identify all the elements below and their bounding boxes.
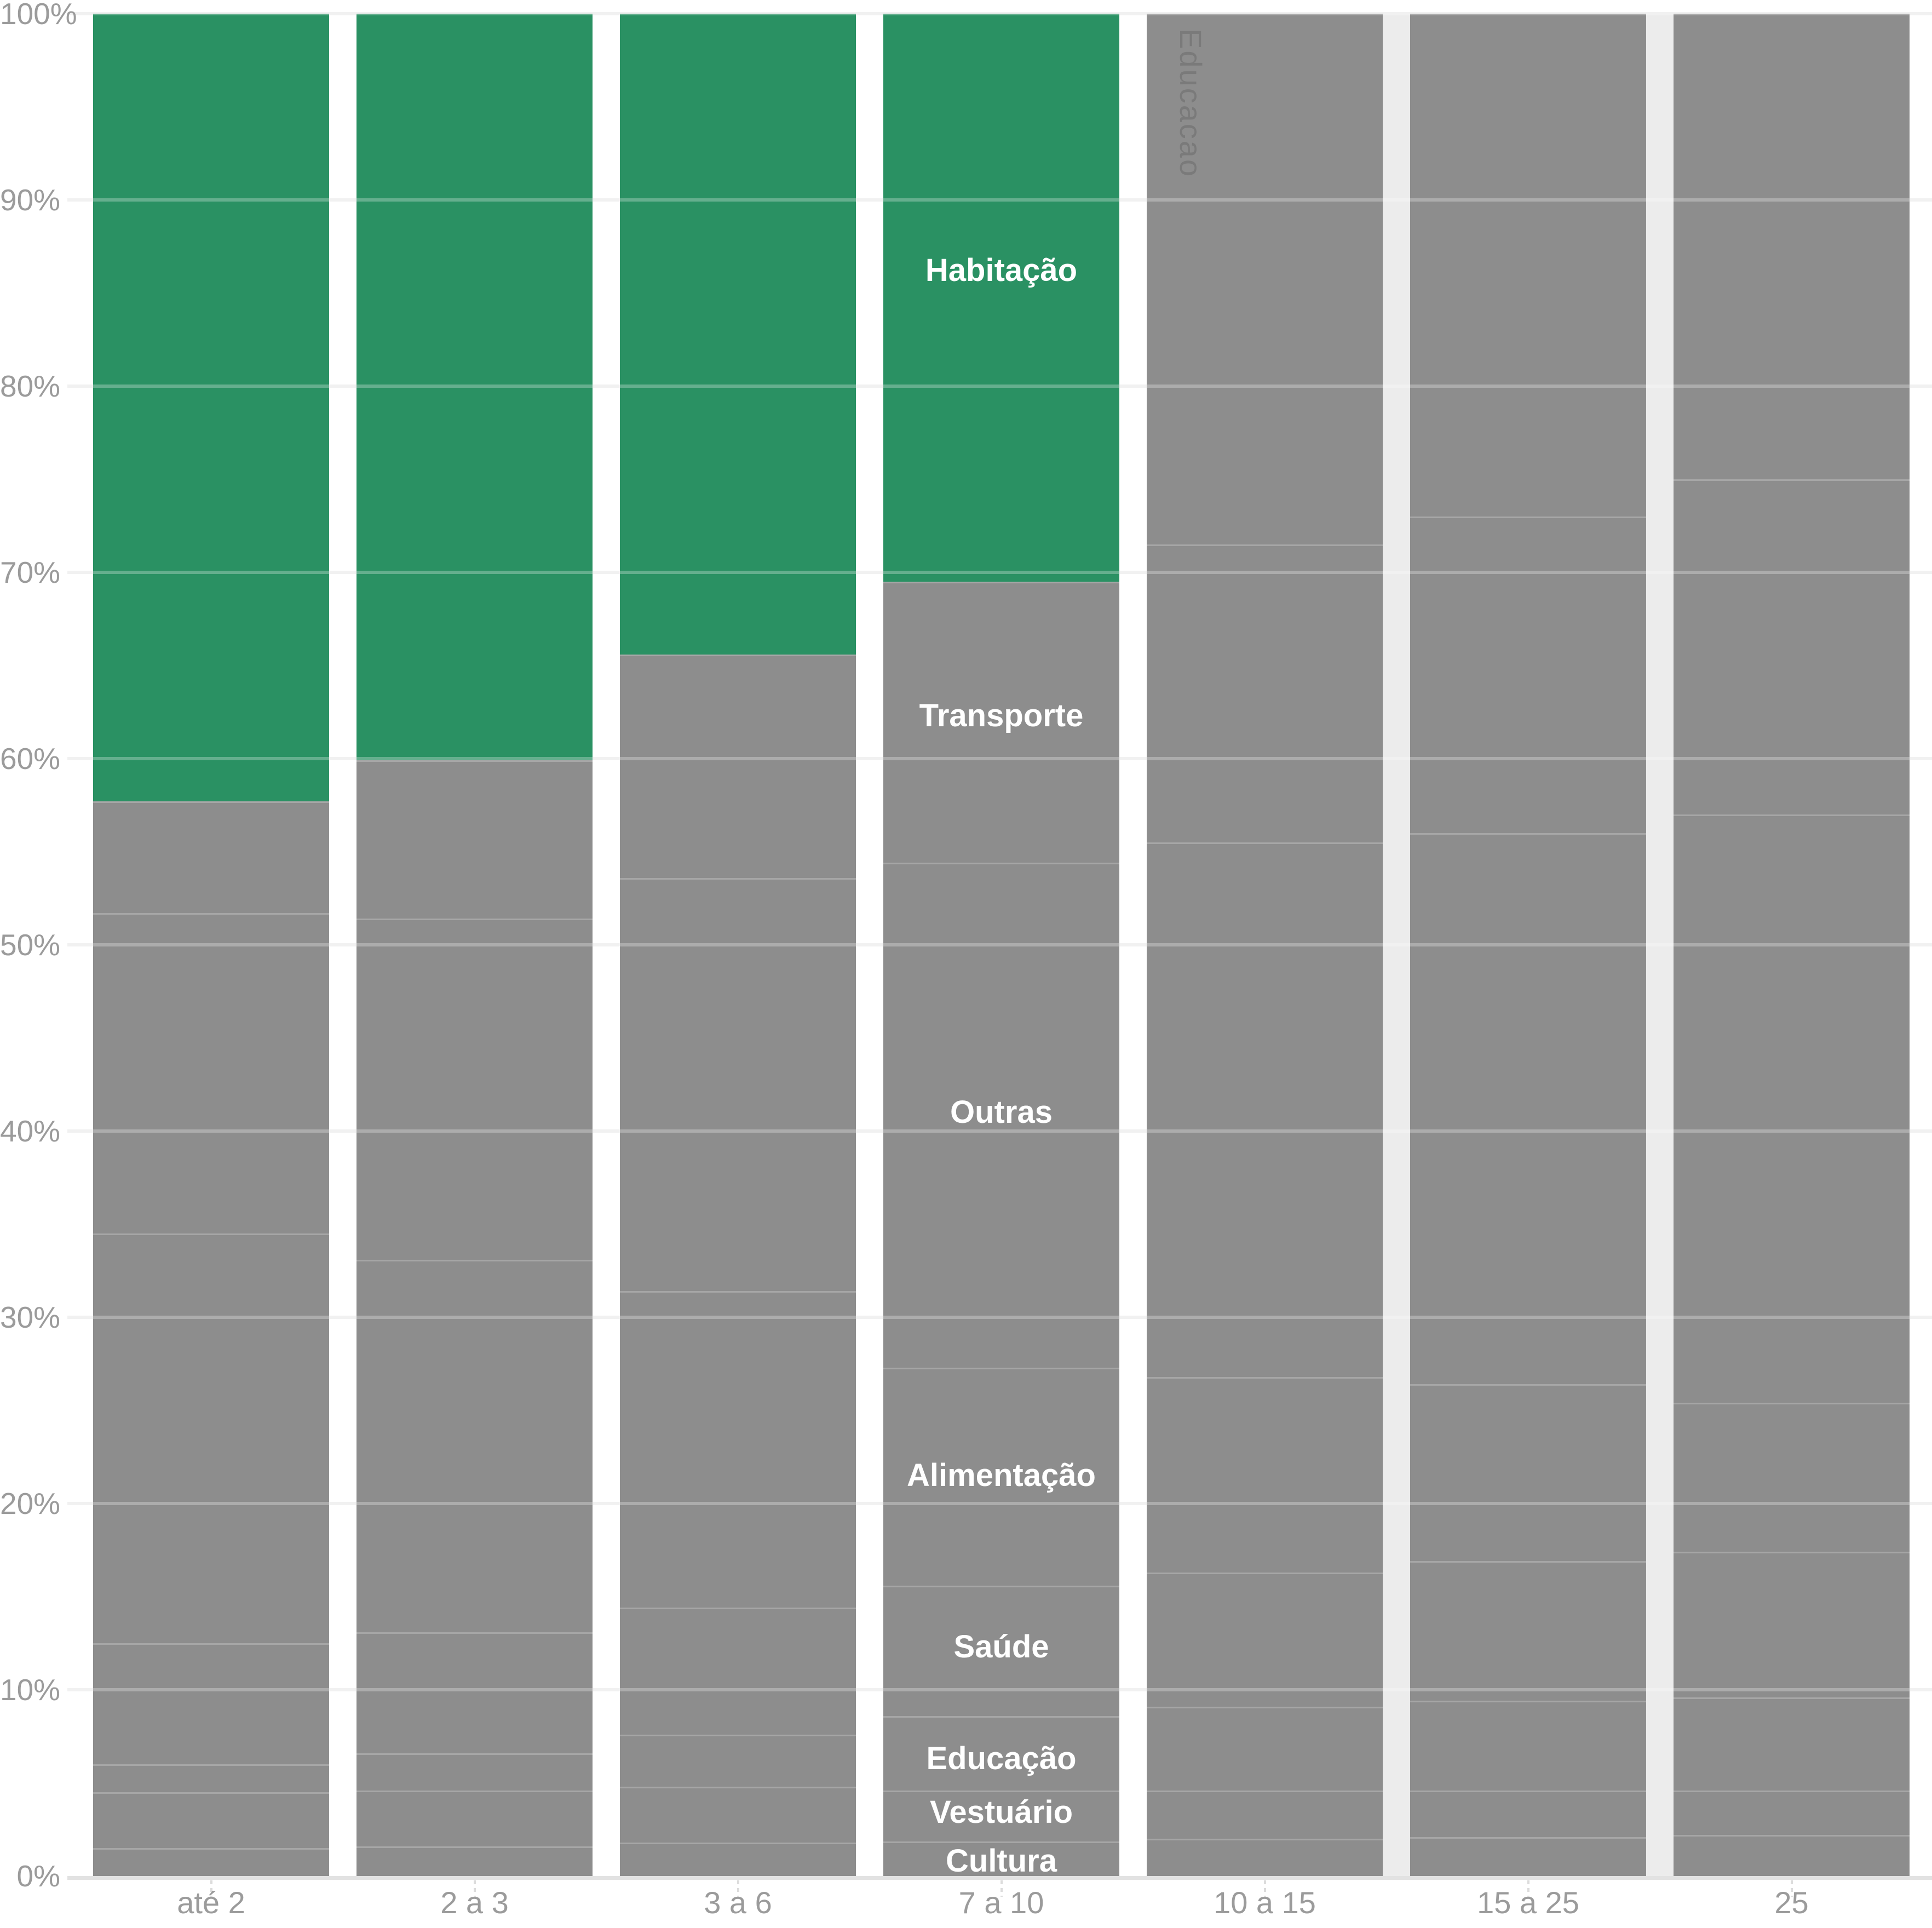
bar-ate-2[interactable] bbox=[93, 14, 329, 1876]
segment-vestuario-3-a-6[interactable] bbox=[620, 1786, 856, 1843]
segment-transporte-15-a-25[interactable] bbox=[1410, 517, 1646, 833]
segment-habitacao-10-a-15[interactable] bbox=[1147, 14, 1383, 544]
bar-25[interactable] bbox=[1674, 14, 1910, 1876]
segment-transporte-2-a-3[interactable] bbox=[357, 760, 593, 919]
y-axis-label-90: 90% bbox=[0, 183, 61, 217]
segment-outras-10-a-15[interactable] bbox=[1147, 842, 1383, 1377]
y-axis-label-50: 50% bbox=[0, 928, 61, 962]
segment-outras-15-a-25[interactable] bbox=[1410, 833, 1646, 1385]
segment-saude-15-a-25[interactable] bbox=[1410, 1561, 1646, 1701]
y-axis-label-70: 70% bbox=[0, 555, 61, 589]
segment-educacao-15-a-25[interactable] bbox=[1410, 1701, 1646, 1791]
segment-cultura-10-a-15[interactable] bbox=[1147, 1838, 1383, 1876]
segment-vestuario-2-a-3[interactable] bbox=[357, 1790, 593, 1846]
segment-alimentacao-15-a-25[interactable] bbox=[1410, 1384, 1646, 1562]
segment-alimentacao-7-a-10[interactable] bbox=[883, 1367, 1119, 1586]
y-axis-label-30: 30% bbox=[0, 1300, 61, 1334]
gap-strip-after-15-a-25 bbox=[1646, 14, 1674, 1876]
segment-alimentacao-10-a-15[interactable] bbox=[1147, 1376, 1383, 1573]
bar-3-a-6[interactable] bbox=[620, 14, 856, 1876]
segment-vestuario-10-a-15[interactable] bbox=[1147, 1790, 1383, 1839]
bar-7-a-10[interactable] bbox=[883, 14, 1119, 1876]
segment-outras-ate-2[interactable] bbox=[93, 913, 329, 1233]
segment-transporte-7-a-10[interactable] bbox=[883, 582, 1119, 863]
x-axis-label-15-a-25: 15 a 25 bbox=[1477, 1885, 1579, 1920]
segment-transporte-25[interactable] bbox=[1674, 479, 1910, 814]
segment-educacao-2-a-3[interactable] bbox=[357, 1753, 593, 1791]
segment-cultura-7-a-10[interactable] bbox=[883, 1841, 1119, 1876]
x-axis-label-3-a-6: 3 a 6 bbox=[704, 1885, 772, 1920]
segment-vestuario-7-a-10[interactable] bbox=[883, 1790, 1119, 1842]
x-tick-ate-2 bbox=[210, 1880, 212, 1897]
segment-outras-3-a-6[interactable] bbox=[620, 877, 856, 1292]
y-axis-label-80: 80% bbox=[0, 369, 61, 403]
segment-alimentacao-2-a-3[interactable] bbox=[357, 1259, 593, 1632]
segment-outras-7-a-10[interactable] bbox=[883, 863, 1119, 1368]
x-tick-25 bbox=[1790, 1880, 1793, 1897]
segment-educacao-3-a-6[interactable] bbox=[620, 1734, 856, 1787]
x-axis-label-ate-2: até 2 bbox=[177, 1885, 245, 1920]
x-tick-15-a-25 bbox=[1527, 1880, 1530, 1897]
gridline-0 bbox=[67, 1876, 1932, 1880]
segment-habitacao-7-a-10[interactable] bbox=[883, 14, 1119, 582]
segment-cultura-3-a-6[interactable] bbox=[620, 1842, 856, 1876]
segment-saude-25[interactable] bbox=[1674, 1552, 1910, 1697]
segment-cultura-2-a-3[interactable] bbox=[357, 1846, 593, 1876]
segment-vestuario-25[interactable] bbox=[1674, 1790, 1910, 1835]
segment-cultura-15-a-25[interactable] bbox=[1410, 1837, 1646, 1876]
x-tick-2-a-3 bbox=[473, 1880, 476, 1897]
segment-educacao-ate-2[interactable] bbox=[93, 1764, 329, 1792]
segment-habitacao-2-a-3[interactable] bbox=[357, 14, 593, 761]
segment-habitacao-25[interactable] bbox=[1674, 14, 1910, 479]
x-tick-3-a-6 bbox=[737, 1880, 739, 1897]
y-axis-label-60: 60% bbox=[0, 742, 61, 776]
segment-alimentacao-ate-2[interactable] bbox=[93, 1233, 329, 1643]
segment-alimentacao-25[interactable] bbox=[1674, 1403, 1910, 1552]
x-tick-7-a-10 bbox=[1000, 1880, 1003, 1897]
segment-saude-3-a-6[interactable] bbox=[620, 1608, 856, 1735]
bar-15-a-25[interactable] bbox=[1410, 14, 1646, 1876]
x-axis-label-10-a-15: 10 a 15 bbox=[1214, 1885, 1316, 1920]
bar-10-a-15[interactable] bbox=[1147, 14, 1383, 1876]
segment-cultura-25[interactable] bbox=[1674, 1835, 1910, 1876]
segment-saude-10-a-15[interactable] bbox=[1147, 1572, 1383, 1707]
segment-transporte-10-a-15[interactable] bbox=[1147, 544, 1383, 842]
gap-strip-after-10-a-15 bbox=[1383, 14, 1410, 1876]
y-axis-label-20: 20% bbox=[0, 1487, 61, 1520]
segment-vestuario-ate-2[interactable] bbox=[93, 1792, 329, 1848]
segment-educacao-10-a-15[interactable] bbox=[1147, 1706, 1383, 1791]
segment-educacao-25[interactable] bbox=[1674, 1697, 1910, 1791]
segment-habitacao-ate-2[interactable] bbox=[93, 14, 329, 802]
segment-cultura-ate-2[interactable] bbox=[93, 1847, 329, 1876]
segment-outras-2-a-3[interactable] bbox=[357, 919, 593, 1260]
x-axis-label-25: 25 bbox=[1774, 1885, 1809, 1920]
segment-saude-2-a-3[interactable] bbox=[357, 1632, 593, 1753]
segment-alimentacao-3-a-6[interactable] bbox=[620, 1291, 856, 1608]
x-axis-label-7-a-10: 7 a 10 bbox=[958, 1885, 1044, 1920]
x-axis-label-2-a-3: 2 a 3 bbox=[440, 1885, 509, 1920]
segment-vestuario-15-a-25[interactable] bbox=[1410, 1790, 1646, 1837]
bar-2-a-3[interactable] bbox=[357, 14, 593, 1876]
segment-habitacao-3-a-6[interactable] bbox=[620, 14, 856, 655]
segment-saude-ate-2[interactable] bbox=[93, 1643, 329, 1764]
segment-habitacao-15-a-25[interactable] bbox=[1410, 14, 1646, 517]
y-axis-label-10: 10% bbox=[0, 1673, 61, 1707]
segment-saude-7-a-10[interactable] bbox=[883, 1585, 1119, 1716]
y-axis-label-100: 100% bbox=[0, 0, 77, 31]
y-axis-label-40: 40% bbox=[0, 1114, 61, 1148]
y-axis-label-0: 0% bbox=[16, 1859, 61, 1893]
x-tick-10-a-15 bbox=[1263, 1880, 1266, 1897]
segment-educacao-7-a-10[interactable] bbox=[883, 1715, 1119, 1791]
segment-outras-25[interactable] bbox=[1674, 814, 1910, 1403]
segment-transporte-ate-2[interactable] bbox=[93, 801, 329, 914]
segment-transporte-3-a-6[interactable] bbox=[620, 654, 856, 878]
